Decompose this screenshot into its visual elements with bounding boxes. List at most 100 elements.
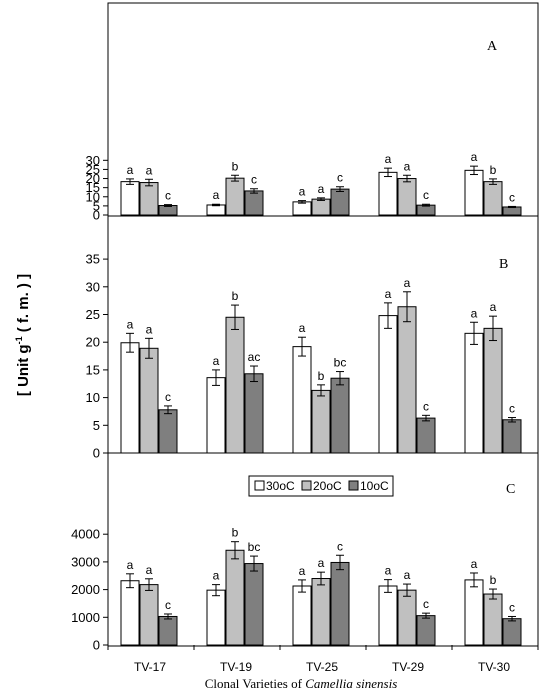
y-tick-label: 15 xyxy=(86,180,100,195)
bar xyxy=(464,579,484,646)
bar xyxy=(416,204,436,216)
significance-label: a xyxy=(299,564,306,578)
x-axis-title-species: Camellia sinensis xyxy=(305,676,397,691)
y-tick-label: 20 xyxy=(86,171,100,186)
significance-label: ac xyxy=(248,350,261,364)
x-tick-label: TV-30 xyxy=(478,660,510,674)
significance-label: c xyxy=(337,171,343,185)
y-tick-label: 2000 xyxy=(71,582,100,597)
legend-swatch-20 xyxy=(301,480,312,491)
bar xyxy=(311,389,331,454)
x-tick-label: TV-25 xyxy=(306,660,338,674)
y-tick-label: 0 xyxy=(93,638,100,653)
x-tick-label: TV-19 xyxy=(220,660,252,674)
significance-label: a xyxy=(299,185,306,199)
x-axis-title: Clonal Varieties of Camellia sinensis xyxy=(205,676,398,691)
significance-label: b xyxy=(490,573,497,587)
significance-label: c xyxy=(251,173,257,187)
y-tick-label: 30 xyxy=(86,279,100,294)
bar xyxy=(225,549,245,646)
bar xyxy=(378,315,398,454)
significance-label: c xyxy=(165,390,171,404)
significance-label: a xyxy=(213,188,220,202)
significance-label: b xyxy=(232,159,239,173)
significance-label: c xyxy=(423,597,429,611)
significance-label: a xyxy=(146,563,153,577)
y-tick-label: 30 xyxy=(86,153,100,168)
legend-swatch-30 xyxy=(254,480,265,491)
significance-label: c xyxy=(509,402,515,416)
bar xyxy=(225,316,245,454)
significance-label: a xyxy=(471,306,478,320)
y-axis-label-main: [ Unit g xyxy=(15,344,32,396)
bar xyxy=(416,615,436,646)
significance-label: a xyxy=(299,321,306,335)
bar xyxy=(206,589,226,646)
significance-label: b xyxy=(232,289,239,303)
bar xyxy=(330,561,350,646)
bar xyxy=(139,584,159,646)
significance-label: a xyxy=(318,556,325,570)
significance-label: b xyxy=(318,369,325,383)
y-tick-label: 4000 xyxy=(71,527,100,542)
significance-label: c xyxy=(423,188,429,202)
significance-label: c xyxy=(165,598,171,612)
significance-label: a xyxy=(471,557,478,571)
significance-label: a xyxy=(127,558,134,572)
significance-label: bc xyxy=(334,356,347,370)
bar xyxy=(292,346,312,454)
significance-label: a xyxy=(213,354,220,368)
significance-label: a xyxy=(385,564,392,578)
significance-label: c xyxy=(509,190,515,204)
bar xyxy=(330,377,350,454)
bar xyxy=(120,342,140,454)
bar xyxy=(416,417,436,454)
y-tick-label: 5 xyxy=(93,418,100,433)
significance-label: b xyxy=(232,526,239,540)
bar xyxy=(502,206,522,216)
bar xyxy=(244,190,264,216)
bar xyxy=(158,205,178,216)
significance-label: a xyxy=(213,569,220,583)
panel-label: B xyxy=(499,257,508,272)
y-tick-label: 10 xyxy=(86,189,100,204)
significance-label: c xyxy=(423,399,429,413)
x-tick-label: TV-17 xyxy=(134,660,166,674)
bar xyxy=(483,181,503,216)
bar xyxy=(206,377,226,454)
bar xyxy=(244,373,264,454)
significance-label: bc xyxy=(248,540,261,554)
bar xyxy=(139,182,159,216)
significance-label: a xyxy=(490,300,497,314)
significance-label: a xyxy=(146,163,153,177)
y-tick-label: 3000 xyxy=(71,554,100,569)
y-axis-label-superscript: -1 xyxy=(14,336,24,344)
y-tick-label: 10 xyxy=(86,390,100,405)
x-tick-label: TV-29 xyxy=(392,660,424,674)
bar xyxy=(225,177,245,216)
y-tick-label: 20 xyxy=(86,335,100,350)
legend-label-20: 20oC xyxy=(313,479,342,493)
y-axis-label: [ Unit g-1 ( f. m. ) ] xyxy=(14,274,32,396)
bar xyxy=(158,409,178,454)
y-tick-label: 25 xyxy=(86,162,100,177)
significance-label: a xyxy=(127,317,134,331)
y-tick-label: 35 xyxy=(86,252,100,267)
legend-label-10: 10oC xyxy=(360,479,389,493)
bar xyxy=(483,593,503,646)
bar xyxy=(464,169,484,216)
bar xyxy=(311,198,331,216)
bar xyxy=(397,178,417,216)
significance-label: a xyxy=(385,152,392,166)
panel-label: A xyxy=(487,39,498,54)
significance-label: b xyxy=(490,163,497,177)
y-tick-label: 5 xyxy=(93,198,100,213)
y-tick-label: 1000 xyxy=(71,610,100,625)
significance-label: a xyxy=(385,287,392,301)
y-tick-label: 25 xyxy=(86,307,100,322)
significance-label: c xyxy=(509,600,515,614)
